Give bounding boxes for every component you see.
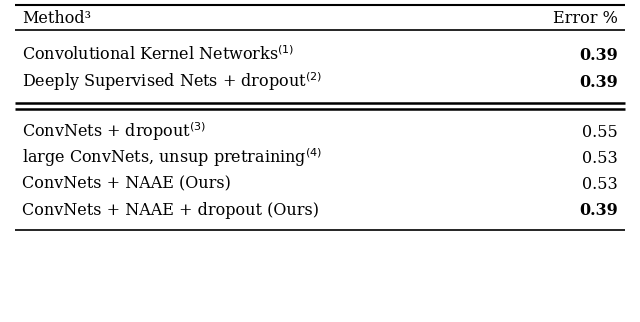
Text: 0.39: 0.39 — [579, 202, 618, 219]
Text: 0.39: 0.39 — [579, 46, 618, 63]
Text: 0.55: 0.55 — [582, 124, 618, 140]
Text: Method³: Method³ — [22, 10, 92, 26]
Text: 0.39: 0.39 — [579, 73, 618, 90]
Text: large ConvNets, unsup pretraining$^{(4)}$: large ConvNets, unsup pretraining$^{(4)}… — [22, 147, 323, 169]
Text: 0.53: 0.53 — [582, 149, 618, 166]
Text: 0.53: 0.53 — [582, 175, 618, 193]
Text: Error %: Error % — [553, 10, 618, 26]
Text: ConvNets + NAAE + dropout (Ours): ConvNets + NAAE + dropout (Ours) — [22, 202, 319, 219]
Text: Deeply Supervised Nets + dropout$^{(2)}$: Deeply Supervised Nets + dropout$^{(2)}$ — [22, 71, 323, 93]
Text: Convolutional Kernel Networks$^{(1)}$: Convolutional Kernel Networks$^{(1)}$ — [22, 46, 295, 64]
Text: ConvNets + NAAE (Ours): ConvNets + NAAE (Ours) — [22, 175, 231, 193]
Text: ConvNets + dropout$^{(3)}$: ConvNets + dropout$^{(3)}$ — [22, 121, 207, 143]
